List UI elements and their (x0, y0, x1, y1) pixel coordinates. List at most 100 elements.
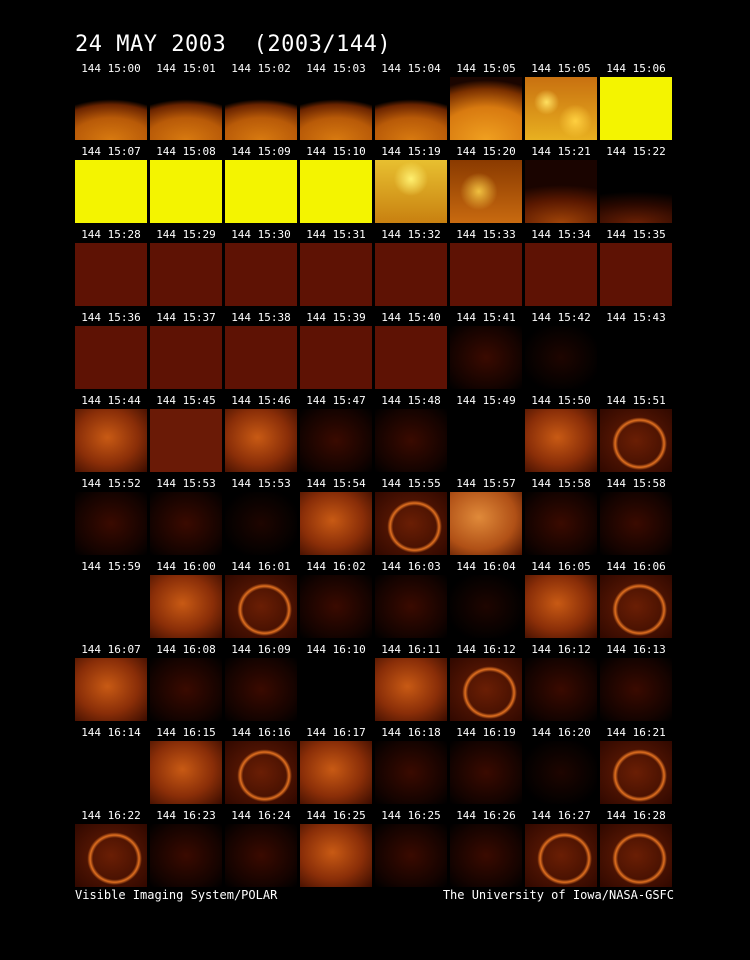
frame-timestamp: 144 15:53 (156, 477, 216, 490)
frame-image (75, 741, 147, 804)
frame-image (525, 160, 597, 223)
frame-image (225, 160, 297, 223)
frame-timestamp: 144 15:05 (456, 62, 516, 75)
frame-image (225, 575, 297, 638)
frame-image (75, 409, 147, 472)
frame-image (75, 492, 147, 555)
frame-timestamp: 144 16:16 (231, 726, 291, 739)
frame-timestamp: 144 15:32 (381, 228, 441, 241)
frame-timestamp: 144 15:49 (456, 394, 516, 407)
frame-image (150, 160, 222, 223)
frame-image (375, 409, 447, 472)
frame-image (225, 326, 297, 389)
frame-timestamp: 144 15:19 (381, 145, 441, 158)
frame-timestamp: 144 15:06 (606, 62, 666, 75)
frame-image (150, 575, 222, 638)
frame-image (450, 575, 522, 638)
frame-timestamp: 144 15:58 (606, 477, 666, 490)
frame-image (450, 492, 522, 555)
frame-image (75, 658, 147, 721)
frame-timestamp: 144 15:41 (456, 311, 516, 324)
frame-timestamp: 144 15:43 (606, 311, 666, 324)
frame-timestamp: 144 16:12 (531, 643, 591, 656)
frame-timestamp: 144 16:28 (606, 809, 666, 822)
frame-image (150, 243, 222, 306)
frame-image (75, 824, 147, 887)
frame-image (300, 575, 372, 638)
frame-image (75, 326, 147, 389)
frame-timestamp: 144 15:04 (381, 62, 441, 75)
frame-image (75, 575, 147, 638)
frame-image (225, 243, 297, 306)
frame-timestamp: 144 15:07 (81, 145, 141, 158)
frame-timestamp: 144 15:09 (231, 145, 291, 158)
frame-image (225, 824, 297, 887)
frame-timestamp: 144 16:19 (456, 726, 516, 739)
frame-timestamp: 144 15:03 (306, 62, 366, 75)
frame-image (600, 492, 672, 555)
frame-image (225, 409, 297, 472)
frame-image (150, 824, 222, 887)
frame-timestamp: 144 16:06 (606, 560, 666, 573)
frame-image (525, 326, 597, 389)
frame-image (300, 492, 372, 555)
frame-timestamp: 144 15:36 (81, 311, 141, 324)
frame-timestamp: 144 16:03 (381, 560, 441, 573)
frame-timestamp: 144 15:21 (531, 145, 591, 158)
frame-timestamp: 144 15:38 (231, 311, 291, 324)
frame-image (150, 492, 222, 555)
frame-image (150, 658, 222, 721)
frame-timestamp: 144 15:46 (231, 394, 291, 407)
frame-image (300, 741, 372, 804)
frame-image (225, 77, 297, 140)
frame-timestamp: 144 15:20 (456, 145, 516, 158)
frame-timestamp: 144 16:02 (306, 560, 366, 573)
frame-timestamp: 144 15:54 (306, 477, 366, 490)
frame-image (375, 243, 447, 306)
frame-timestamp: 144 16:17 (306, 726, 366, 739)
frame-image (450, 741, 522, 804)
frame-timestamp: 144 16:11 (381, 643, 441, 656)
frame-image (450, 824, 522, 887)
frame-timestamp: 144 15:48 (381, 394, 441, 407)
frame-timestamp: 144 15:50 (531, 394, 591, 407)
frame-timestamp: 144 16:13 (606, 643, 666, 656)
frame-timestamp: 144 16:05 (531, 560, 591, 573)
frame-image (600, 77, 672, 140)
frame-timestamp: 144 15:05 (531, 62, 591, 75)
frame-timestamp: 144 15:34 (531, 228, 591, 241)
frame-timestamp: 144 16:25 (381, 809, 441, 822)
frame-timestamp: 144 15:10 (306, 145, 366, 158)
frame-image (525, 77, 597, 140)
frame-timestamp: 144 15:44 (81, 394, 141, 407)
frame-timestamp: 144 16:10 (306, 643, 366, 656)
frame-timestamp: 144 15:00 (81, 62, 141, 75)
frame-image (450, 326, 522, 389)
frame-image (600, 160, 672, 223)
frame-image (450, 77, 522, 140)
frame-timestamp: 144 15:35 (606, 228, 666, 241)
frame-image (375, 658, 447, 721)
frame-timestamp: 144 15:29 (156, 228, 216, 241)
frame-image (375, 160, 447, 223)
frame-timestamp: 144 16:04 (456, 560, 516, 573)
frame-image (375, 741, 447, 804)
frame-image (150, 77, 222, 140)
frame-image (600, 409, 672, 472)
frame-image (300, 243, 372, 306)
frame-timestamp: 144 15:58 (531, 477, 591, 490)
frame-image (300, 77, 372, 140)
frame-timestamp: 144 16:01 (231, 560, 291, 573)
frame-image (150, 741, 222, 804)
frame-image (300, 658, 372, 721)
frame-image (300, 824, 372, 887)
frame-timestamp: 144 15:01 (156, 62, 216, 75)
frame-timestamp: 144 16:25 (306, 809, 366, 822)
frame-timestamp: 144 16:23 (156, 809, 216, 822)
frame-timestamp: 144 16:20 (531, 726, 591, 739)
frame-timestamp: 144 16:14 (81, 726, 141, 739)
frame-timestamp: 144 16:24 (231, 809, 291, 822)
frame-image (375, 824, 447, 887)
frame-image (525, 741, 597, 804)
frame-image (600, 243, 672, 306)
